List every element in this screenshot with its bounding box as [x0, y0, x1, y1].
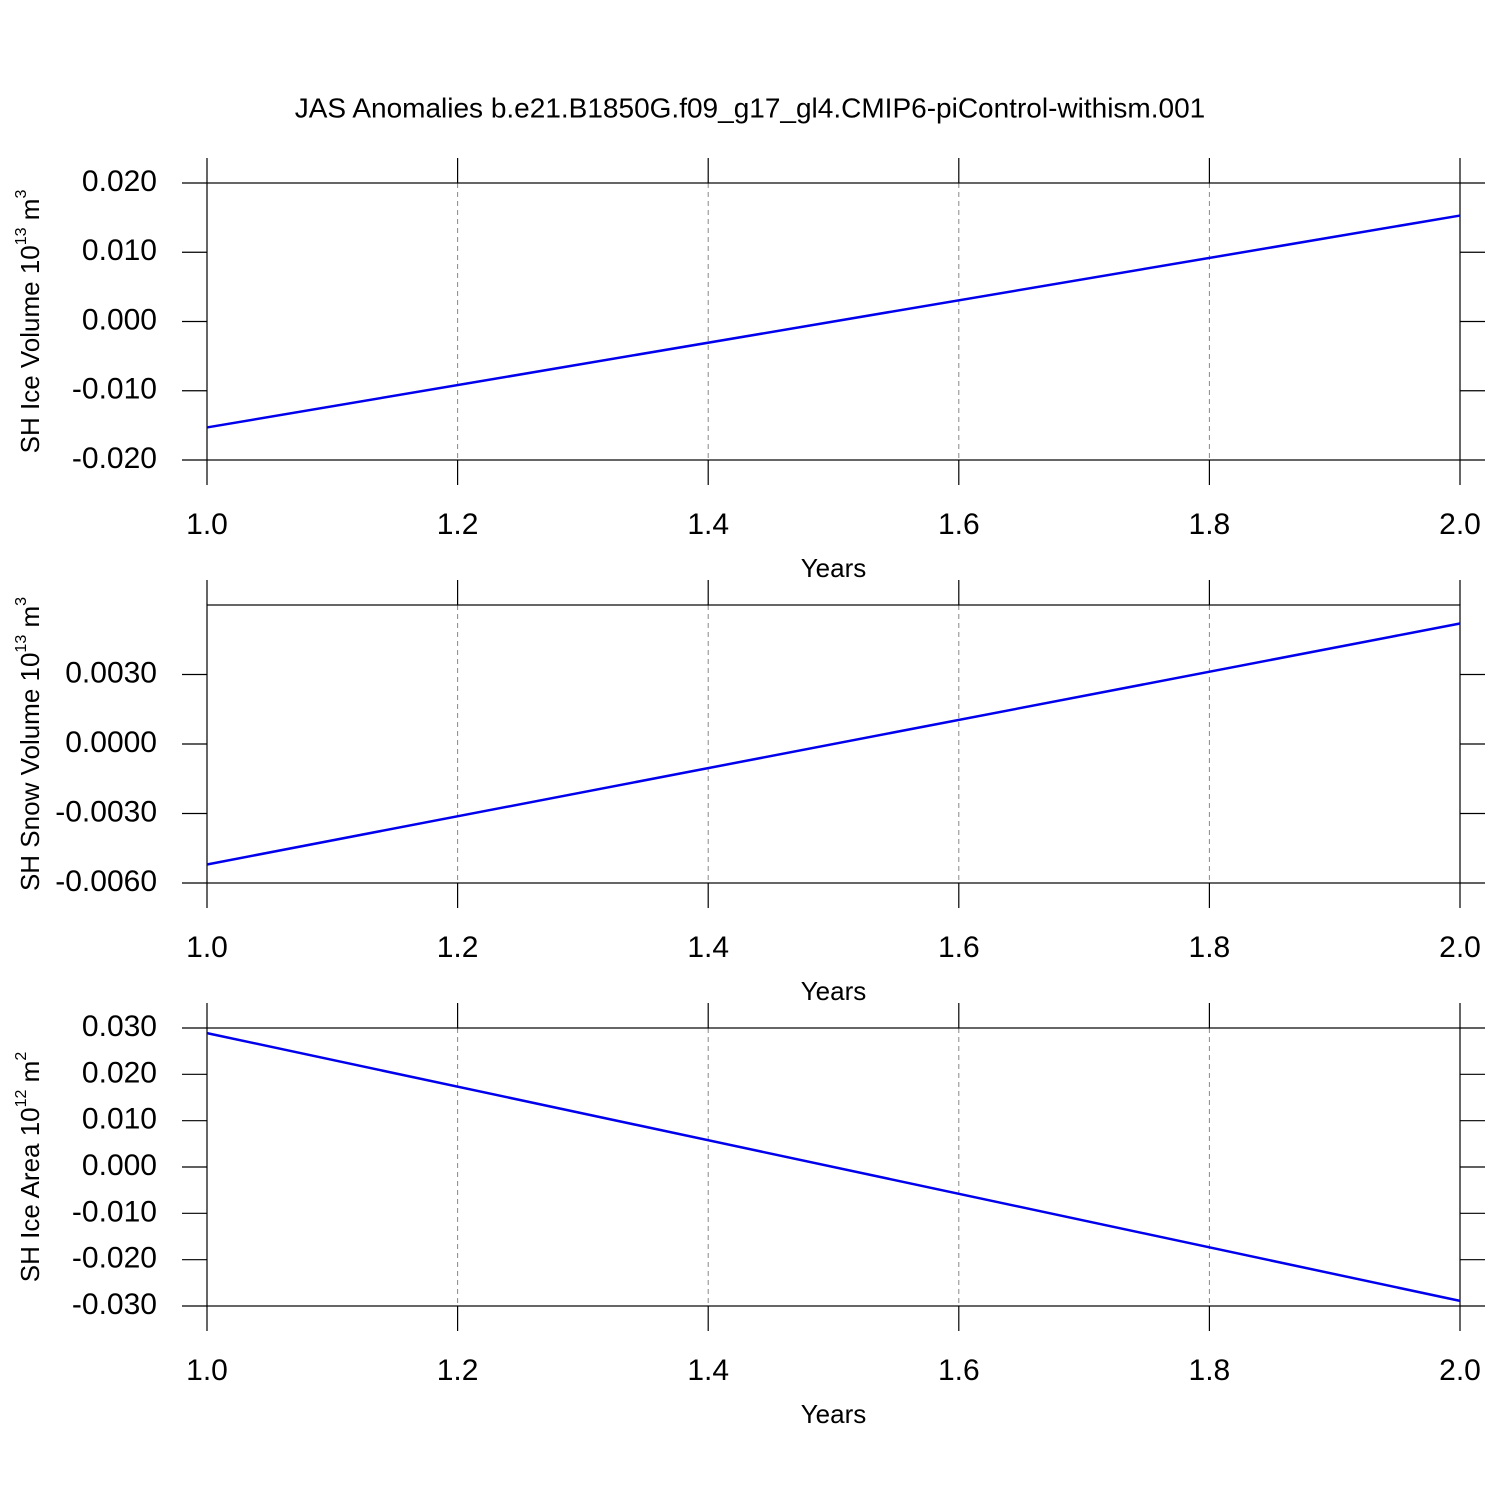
- x-tick-label: 1.2: [437, 1354, 479, 1387]
- x-tick-label: 1.2: [437, 508, 479, 541]
- x-tick-label: 1.0: [186, 1354, 228, 1387]
- y-tick-label: -0.020: [72, 442, 157, 475]
- plot-frame: [206, 604, 1461, 884]
- y-tick-label: -0.0030: [55, 795, 157, 828]
- x-tick-label: 1.8: [1189, 1354, 1231, 1387]
- y-tick-label: -0.010: [72, 373, 157, 406]
- y-axis-label-part: SH Ice Area 10: [15, 1107, 45, 1282]
- x-tick-label: 1.2: [437, 931, 479, 964]
- y-tick-label: 0.010: [82, 234, 157, 267]
- y-tick-label: 0.000: [82, 303, 157, 336]
- x-tick-label: 1.0: [186, 931, 228, 964]
- x-axis-label: Years: [801, 553, 867, 583]
- data-line: [206, 622, 1461, 866]
- x-axis-label: Years: [801, 1399, 867, 1429]
- y-tick-label: 0.010: [82, 1103, 157, 1136]
- y-axis-label-part: m: [15, 1061, 45, 1090]
- data-line: [206, 214, 1461, 429]
- y-tick-label: -0.020: [72, 1242, 157, 1275]
- y-axis-label-superscript: 3: [13, 597, 30, 606]
- y-tick-label: 0.0000: [65, 726, 157, 759]
- x-axis-label: Years: [801, 976, 867, 1006]
- plot-frame: [206, 1027, 1461, 1307]
- data-line: [206, 1031, 1461, 1303]
- y-axis-label-superscript: 2: [13, 1052, 30, 1061]
- y-axis-label-superscript: 13: [13, 635, 30, 653]
- x-tick-label: 1.6: [938, 1354, 980, 1387]
- y-axis-label-superscript: 12: [13, 1089, 30, 1107]
- y-axis-label-superscript: 3: [13, 190, 30, 199]
- y-axis-label-part: SH Snow Volume 10: [15, 653, 45, 891]
- x-tick-label: 1.8: [1189, 931, 1231, 964]
- y-tick-label: 0.0030: [65, 656, 157, 689]
- x-tick-label: 1.4: [687, 508, 729, 541]
- y-tick-label: 0.020: [82, 165, 157, 198]
- y-axis-label-part: SH Ice Volume 10: [15, 245, 45, 453]
- y-axis-label: SH Ice Volume 1013 m3: [13, 190, 45, 454]
- y-tick-label: -0.0060: [55, 865, 157, 898]
- y-tick-label: -0.010: [72, 1195, 157, 1228]
- y-tick-label: 0.000: [82, 1149, 157, 1182]
- chart-title: JAS Anomalies b.e21.B1850G.f09_g17_gl4.C…: [295, 92, 1206, 123]
- x-tick-label: 1.6: [938, 508, 980, 541]
- x-tick-label: 2.0: [1439, 1354, 1481, 1387]
- y-tick-label: 0.030: [82, 1010, 157, 1043]
- plot-frame: [206, 182, 1461, 461]
- y-axis-label-part: m: [15, 199, 45, 228]
- x-tick-label: 1.4: [687, 1354, 729, 1387]
- y-axis-label-superscript: 13: [13, 227, 30, 245]
- y-axis-label: SH Snow Volume 1013 m3: [13, 597, 45, 891]
- x-tick-label: 1.8: [1189, 508, 1231, 541]
- x-tick-label: 2.0: [1439, 931, 1481, 964]
- x-tick-label: 1.0: [186, 508, 228, 541]
- y-axis-label: SH Ice Area 1012 m2: [13, 1052, 45, 1283]
- y-tick-label: -0.030: [72, 1288, 157, 1321]
- x-tick-label: 2.0: [1439, 508, 1481, 541]
- y-axis-label-part: m: [15, 606, 45, 635]
- y-tick-label: 0.020: [82, 1056, 157, 1089]
- x-tick-label: 1.4: [687, 931, 729, 964]
- x-tick-label: 1.6: [938, 931, 980, 964]
